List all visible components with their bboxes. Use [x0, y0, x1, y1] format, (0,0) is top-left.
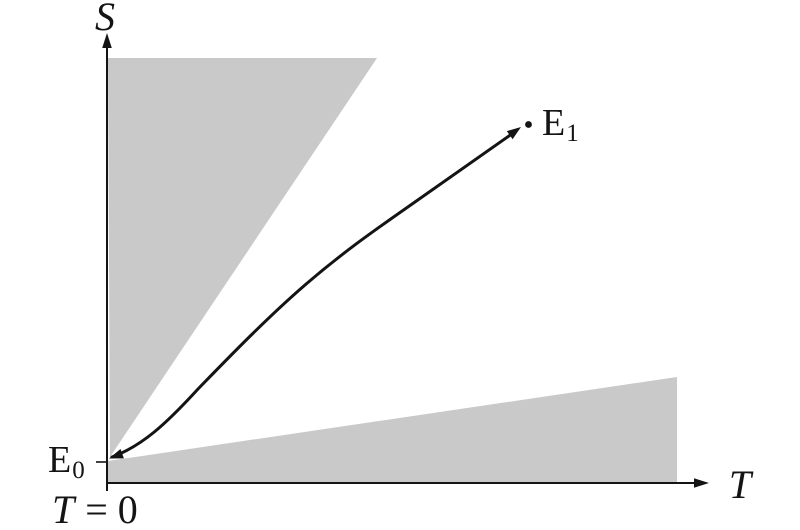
forbidden-region-upper	[108, 58, 377, 457]
x-axis-arrowhead-icon	[694, 478, 709, 488]
e0-label: E0	[48, 439, 85, 484]
trajectory-arrowhead-e0-icon	[109, 449, 124, 459]
origin-annotation-rest: = 0	[85, 487, 138, 530]
e1-point-marker	[525, 121, 532, 128]
origin-annotation: T = 0	[52, 487, 138, 530]
e0-label-subscript: 0	[72, 457, 85, 484]
e1-label-base: E	[542, 102, 565, 144]
e0-label-base: E	[48, 439, 71, 481]
y-axis-label-text: S	[95, 0, 115, 39]
origin-annotation-var: T	[52, 487, 77, 530]
e1-label-subscript: 1	[566, 120, 579, 147]
trajectory-curve	[110, 129, 518, 459]
x-axis-label: T	[729, 462, 754, 507]
trajectory-arrowhead-e1-icon	[506, 127, 521, 140]
x-axis-label-text: T	[729, 462, 754, 507]
e1-label: E1	[542, 102, 579, 147]
forbidden-region-lower	[108, 377, 677, 482]
y-axis-arrowhead-icon	[102, 33, 112, 48]
y-axis-label: S	[95, 0, 115, 39]
